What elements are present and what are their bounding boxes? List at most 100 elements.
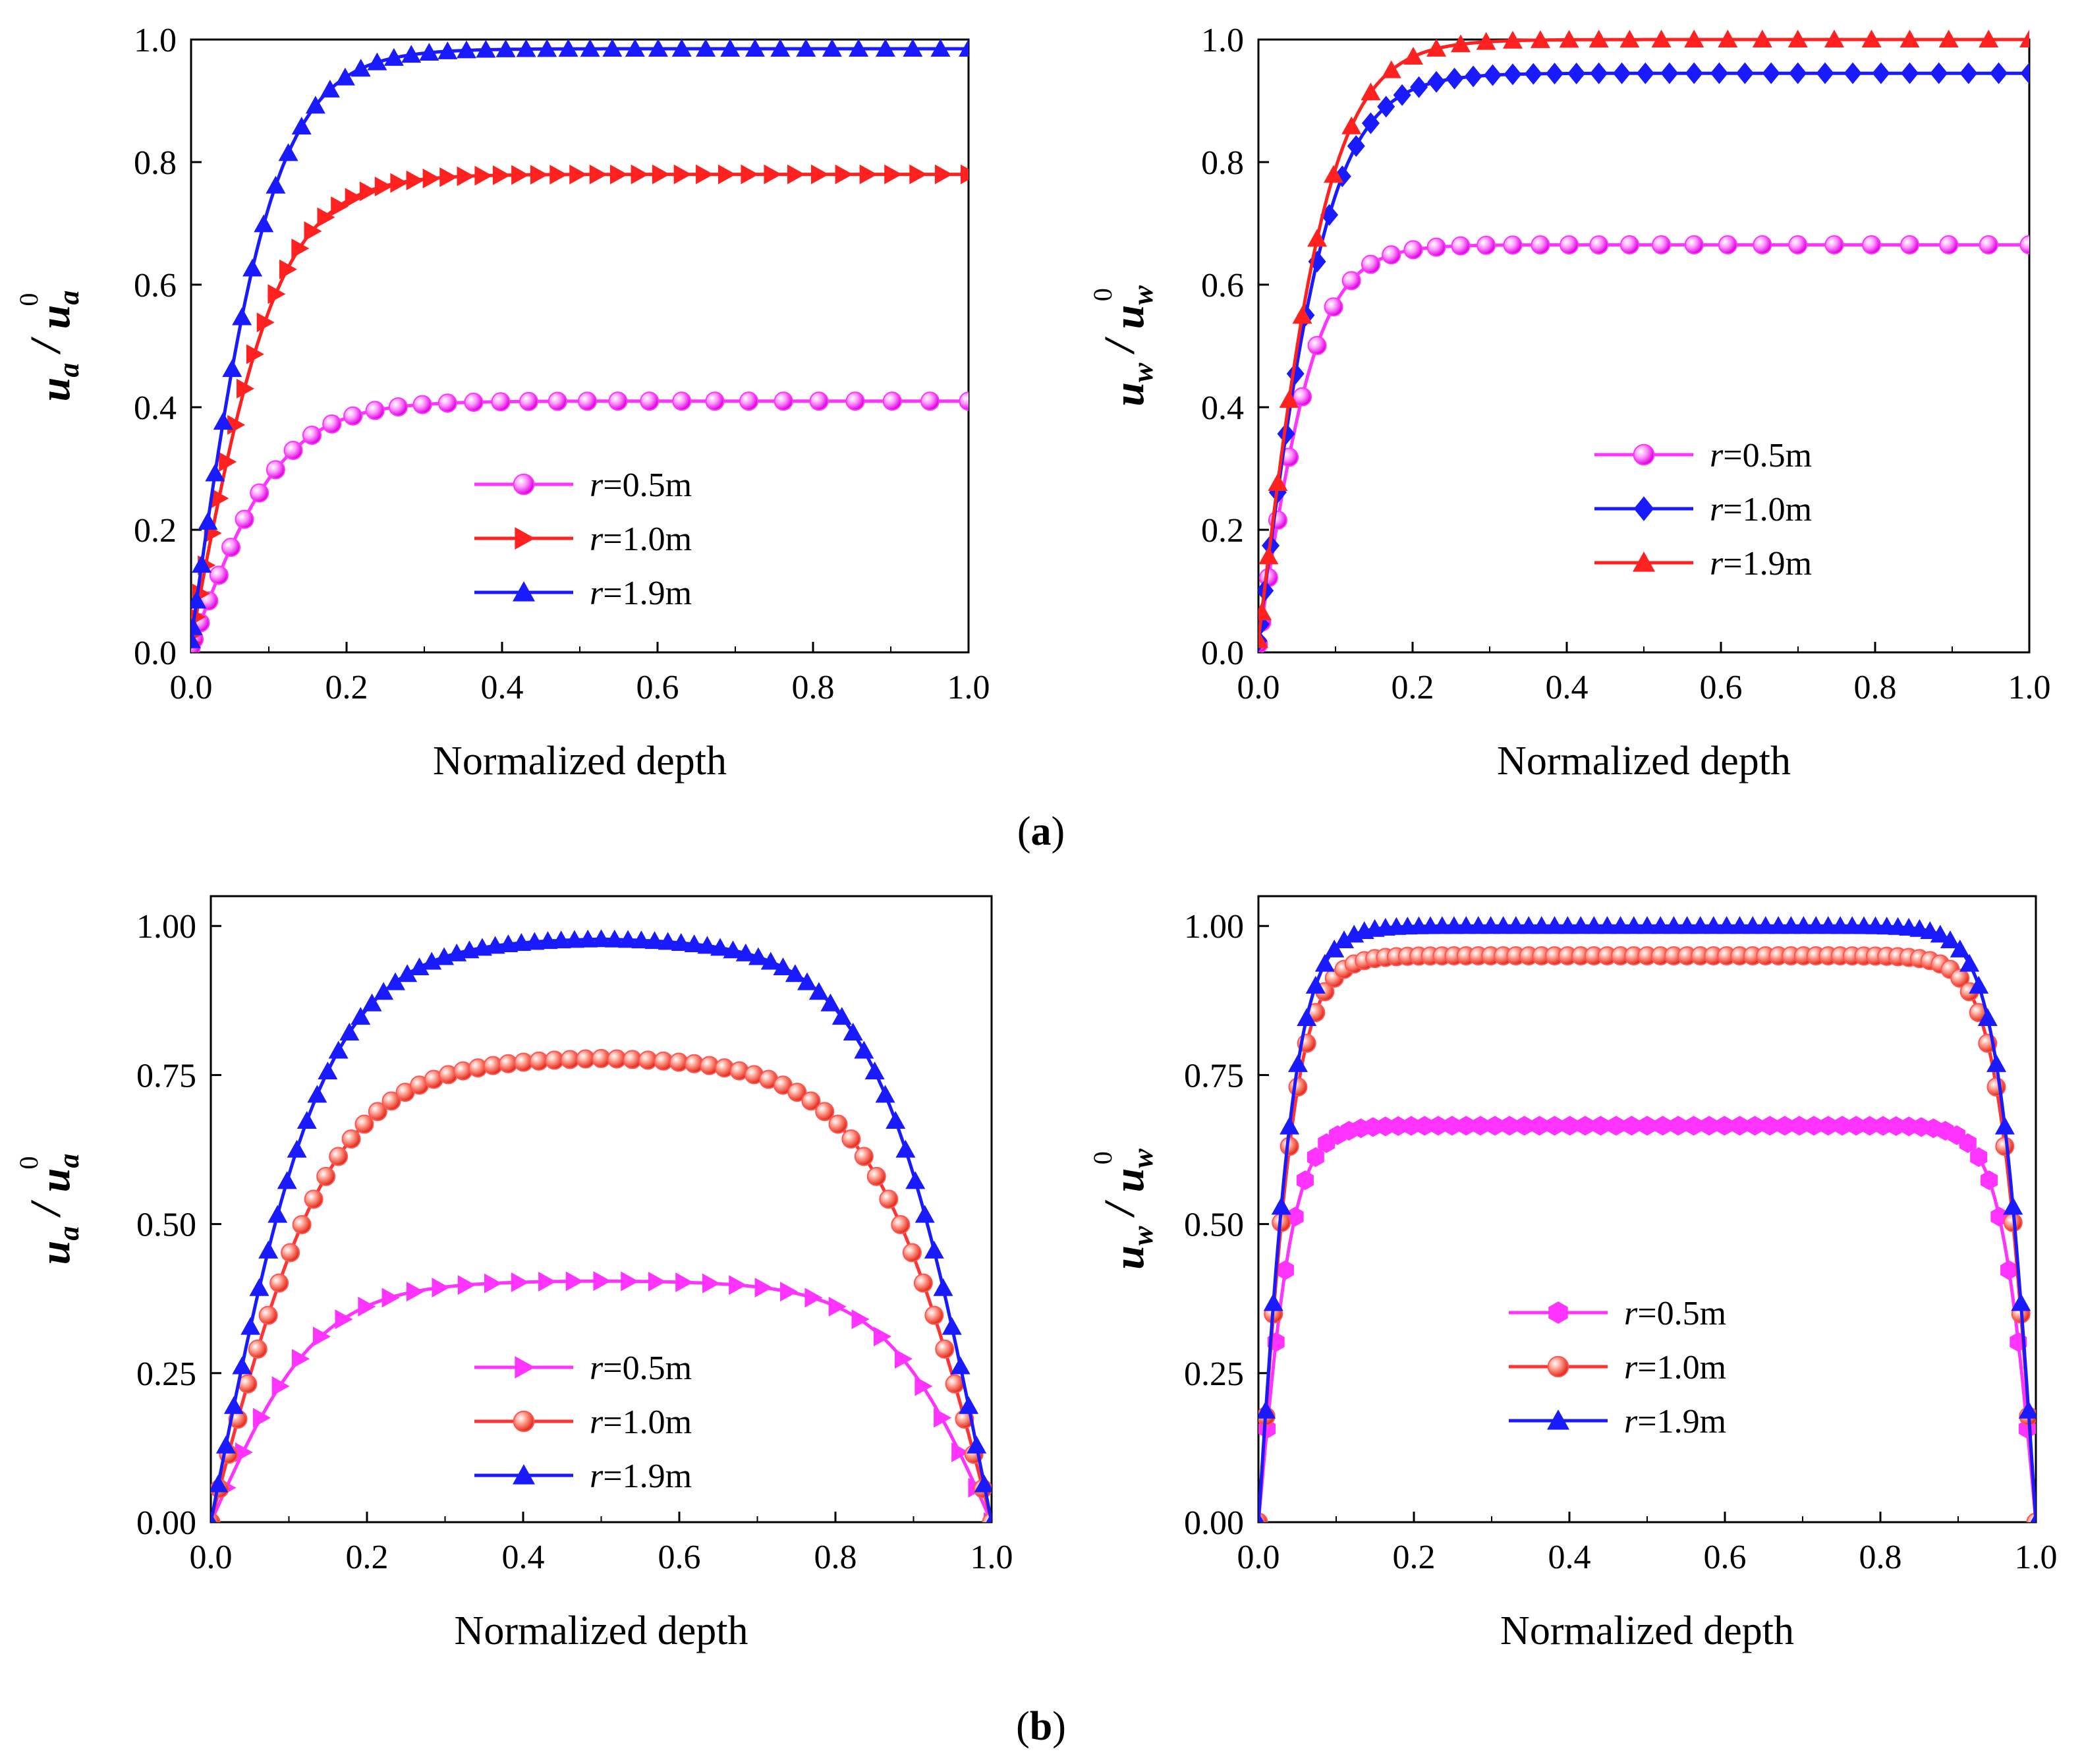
data-point bbox=[864, 1061, 885, 1079]
data-point bbox=[1787, 30, 1808, 48]
data-point bbox=[1607, 1116, 1625, 1136]
data-point bbox=[279, 259, 297, 279]
data-point bbox=[1938, 30, 1959, 48]
data-point bbox=[1361, 254, 1380, 274]
series-r=1.9m bbox=[191, 38, 969, 648]
data-point bbox=[1390, 1116, 1407, 1136]
data-point bbox=[419, 42, 439, 61]
x-axis-label: Normalized depth bbox=[1497, 739, 1791, 783]
series-r=1.9m bbox=[211, 929, 992, 1522]
legend-marker bbox=[515, 527, 535, 550]
data-point bbox=[1382, 245, 1401, 265]
legend-marker bbox=[513, 1464, 535, 1485]
x-tick-label: 0.0 bbox=[1237, 1539, 1280, 1576]
legend-marker bbox=[1633, 443, 1655, 466]
x-tick-label: 0.0 bbox=[190, 1539, 233, 1576]
legend-marker bbox=[513, 473, 535, 496]
data-point bbox=[1468, 916, 1488, 934]
data-point bbox=[1427, 71, 1446, 93]
y-tick-label: 0.75 bbox=[136, 1057, 196, 1095]
data-point bbox=[951, 1442, 970, 1463]
series-r=1.0m bbox=[1258, 62, 2029, 652]
data-point bbox=[1277, 422, 1295, 445]
data-point bbox=[785, 964, 805, 982]
data-point bbox=[1429, 1116, 1447, 1136]
y-tick-label: 1.00 bbox=[136, 908, 196, 946]
data-point bbox=[1986, 1077, 2006, 1097]
legend-entry: r=1.9m bbox=[1710, 545, 1812, 583]
data-point bbox=[1324, 165, 1344, 183]
data-point bbox=[345, 188, 363, 208]
x-tick-label: 0.8 bbox=[792, 669, 835, 706]
data-point bbox=[304, 221, 322, 241]
data-point bbox=[235, 1442, 253, 1463]
data-point bbox=[1403, 1116, 1420, 1136]
data-point bbox=[254, 214, 274, 233]
data-point bbox=[1939, 235, 1959, 255]
data-point bbox=[1324, 297, 1343, 317]
data-point bbox=[577, 391, 597, 411]
data-point bbox=[884, 164, 903, 185]
data-point bbox=[1752, 30, 1772, 48]
data-point bbox=[305, 96, 325, 114]
legend: r=0.5m r=1.0m r=1.9m bbox=[474, 467, 692, 612]
data-point bbox=[780, 1282, 799, 1302]
data-point bbox=[879, 1189, 899, 1209]
data-point bbox=[950, 1356, 971, 1375]
data-point bbox=[1561, 1116, 1579, 1136]
data-point bbox=[578, 929, 598, 948]
data-point bbox=[895, 1139, 916, 1158]
data-point bbox=[191, 617, 203, 635]
data-point bbox=[773, 957, 793, 976]
legend-entry: r=1.9m bbox=[590, 575, 692, 612]
data-point bbox=[745, 38, 765, 57]
data-point bbox=[729, 1275, 747, 1295]
data-point bbox=[1940, 930, 1960, 949]
data-point bbox=[223, 1396, 244, 1414]
data-point bbox=[1899, 235, 1919, 255]
data-point bbox=[1486, 1116, 1504, 1136]
data-point bbox=[252, 1408, 271, 1428]
data-point bbox=[242, 258, 263, 277]
data-point bbox=[354, 1114, 374, 1134]
data-point bbox=[902, 1243, 922, 1263]
data-point bbox=[1730, 916, 1750, 934]
data-point bbox=[1959, 953, 1980, 972]
data-point bbox=[696, 164, 714, 185]
x-tick-label: 0.8 bbox=[814, 1539, 857, 1576]
data-point bbox=[1292, 306, 1312, 324]
data-point bbox=[335, 67, 355, 86]
data-point bbox=[232, 307, 252, 326]
data-point bbox=[343, 406, 363, 426]
data-point bbox=[1589, 30, 1609, 48]
data-point bbox=[1426, 237, 1446, 257]
data-point bbox=[673, 164, 692, 185]
data-point bbox=[593, 1271, 611, 1292]
data-point bbox=[1505, 916, 1526, 934]
data-point bbox=[1504, 63, 1522, 86]
data-point bbox=[1677, 916, 1697, 934]
data-point bbox=[519, 391, 538, 411]
data-point bbox=[267, 1205, 288, 1223]
data-point bbox=[1341, 271, 1361, 291]
data-point bbox=[1263, 1293, 1283, 1311]
y-tick-label: 0.75 bbox=[1184, 1057, 1244, 1095]
data-point bbox=[548, 391, 567, 411]
data-point bbox=[604, 929, 625, 948]
y-axis-label: ua / ua0 bbox=[14, 291, 85, 402]
data-point bbox=[549, 164, 568, 185]
data-point bbox=[697, 936, 717, 954]
data-point bbox=[1636, 62, 1654, 84]
data-point bbox=[1546, 1116, 1563, 1136]
data-point bbox=[283, 441, 303, 461]
data-point bbox=[211, 488, 229, 509]
series-r=1.0m bbox=[1258, 946, 2036, 1522]
data-point bbox=[1959, 1133, 1977, 1153]
data-point bbox=[1450, 34, 1471, 53]
data-point bbox=[1592, 1116, 1610, 1136]
data-point bbox=[609, 164, 628, 185]
data-point bbox=[1735, 62, 1754, 84]
y-axis-label: uw / uw0 bbox=[1088, 1149, 1159, 1270]
data-point bbox=[474, 165, 493, 186]
data-point bbox=[331, 196, 349, 217]
